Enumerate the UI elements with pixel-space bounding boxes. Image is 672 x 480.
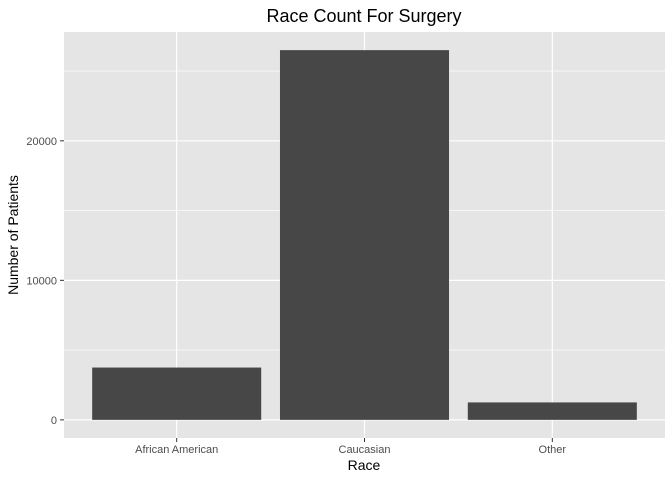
x-tick-label: Other xyxy=(539,444,567,456)
x-tick-label: Caucasian xyxy=(339,444,391,456)
y-tick-label: 20000 xyxy=(26,136,57,148)
x-axis-title: Race xyxy=(348,457,381,473)
y-axis-title: Number of Patients xyxy=(5,175,21,295)
bar-other xyxy=(467,402,637,420)
y-tick-label: 0 xyxy=(51,415,57,427)
x-tick-label: African American xyxy=(135,444,218,456)
bar-caucasian xyxy=(279,50,450,420)
bar-african-american xyxy=(92,367,262,420)
y-tick-label: 10000 xyxy=(26,275,57,287)
y-axis: 0 10000 20000 xyxy=(26,136,64,427)
bars xyxy=(92,50,637,420)
chart-title: Race Count For Surgery xyxy=(266,6,461,26)
x-axis: African American Caucasian Other xyxy=(135,438,566,456)
